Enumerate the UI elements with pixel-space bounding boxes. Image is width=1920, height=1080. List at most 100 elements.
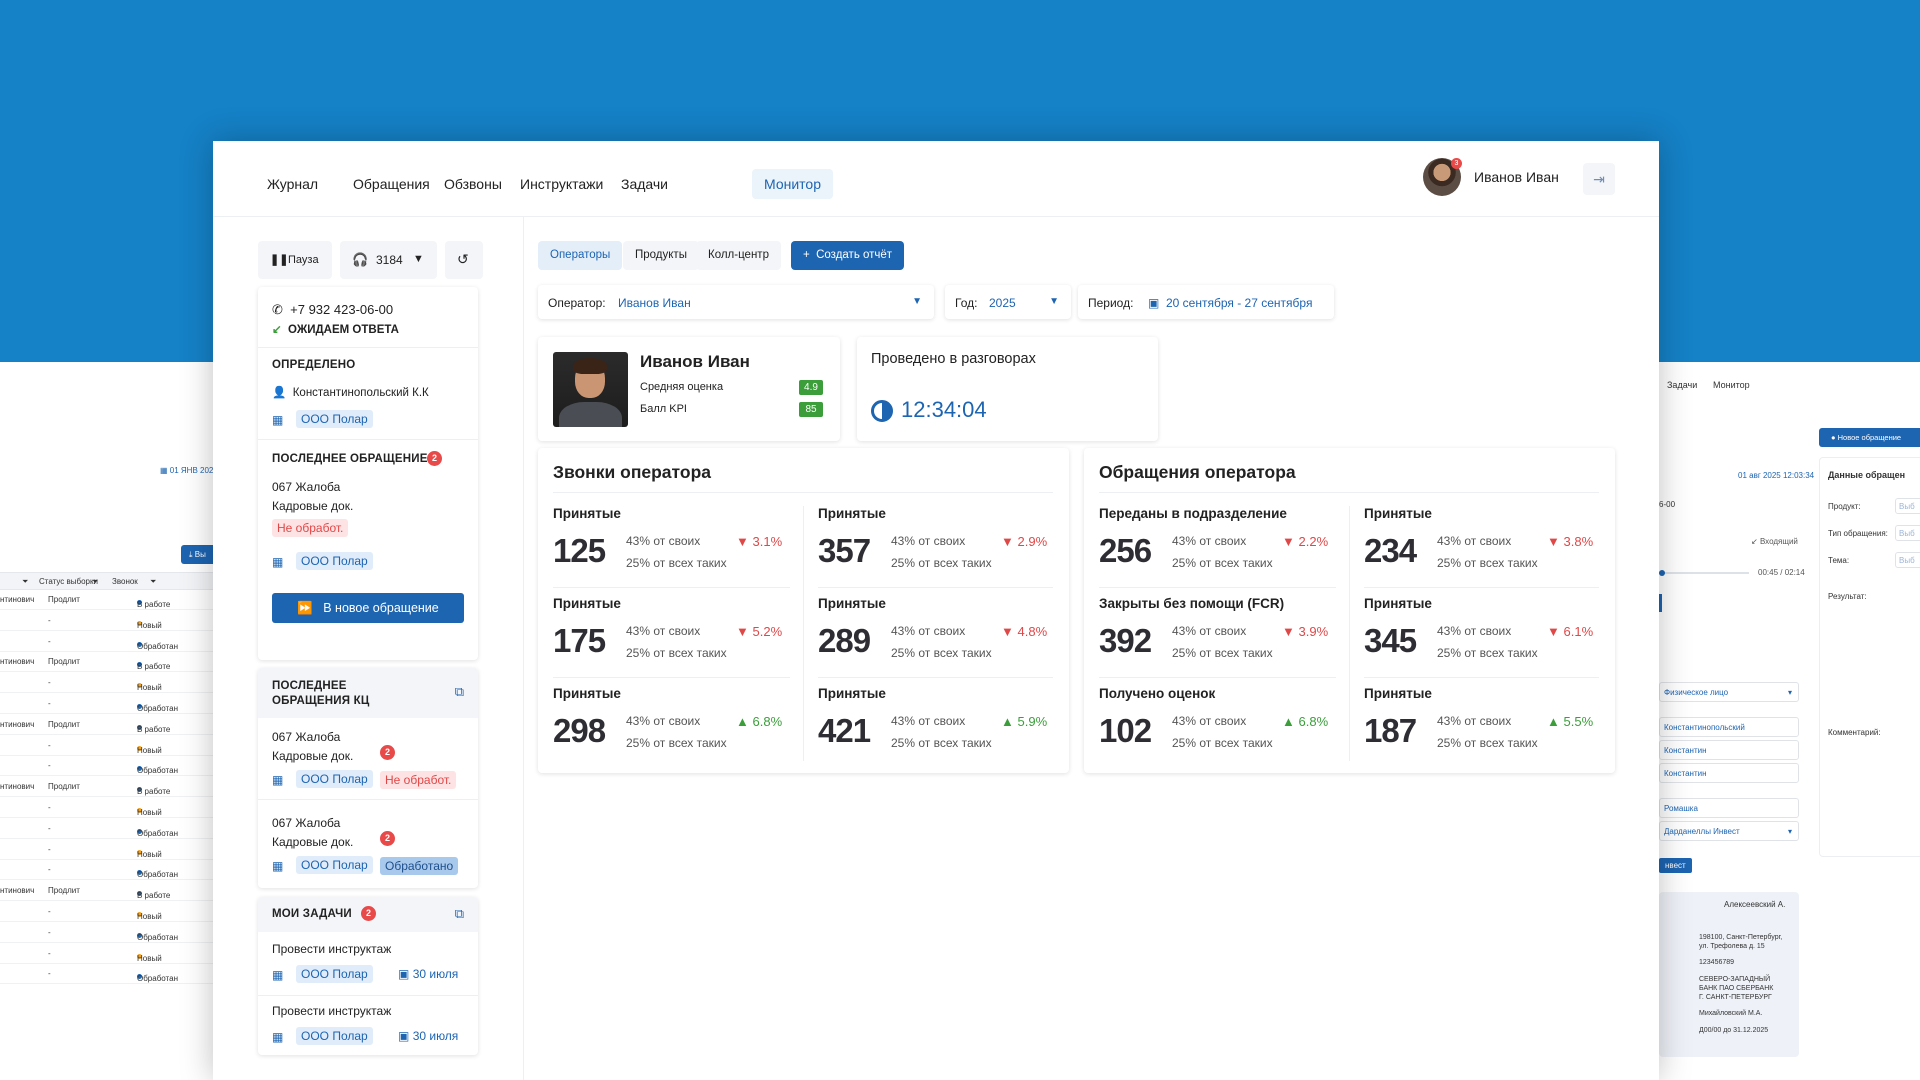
bg-cell-call-text: В работе [137,662,171,672]
company-tag[interactable]: ООО Полар [296,552,373,570]
company-tag[interactable]: ООО Полар [296,965,373,983]
bg-cell-status: Продлит [48,782,80,792]
nav-tasks[interactable]: Задачи [621,176,669,192]
plus-icon: + [803,249,810,261]
bg-cell-name: нтинович [0,719,35,729]
stat-change: ▼ 6.1% [1547,624,1593,639]
line-selector[interactable]: 🎧 3184 ▼ [340,241,437,279]
arrow-up-icon: ▲ [1282,714,1295,729]
stat-tile: Принятые 357 43% от своих 25% от всех таких… [818,506,1068,586]
nav-monitor[interactable]: Монитор [752,169,833,199]
status-dot [137,600,142,605]
tab-products[interactable]: Продукты [623,241,699,270]
phone-icon: ✆ [272,302,283,317]
bg-cell-call-text: Новый [137,808,162,817]
company-tag[interactable]: ООО Полар [296,1027,373,1045]
stat-value: 256 [1099,532,1152,569]
stat-label: Принятые [553,506,621,521]
bg-input-firstname: Константин [1659,740,1799,760]
company-tag[interactable]: ООО Полар [296,770,373,788]
stat-label: Принятые [818,506,886,521]
new-request-label: В новое обращение [323,601,439,615]
bg-new-request-label: Новое обращение [1837,433,1902,442]
stat-share-own: 43% от своих [1437,624,1512,638]
external-link-icon[interactable]: ⧉ [454,684,464,699]
arrow-down-icon: ▼ [1001,624,1014,639]
period-picker[interactable]: Период: ▣ 20 сентября - 27 сентября [1078,285,1334,319]
task-title[interactable]: Провести инструктаж [272,942,392,956]
bg-card-line: 123456789 [1699,959,1735,966]
building-icon: ▦ [272,413,284,427]
stat-share-all: 25% от всех таких [891,646,992,660]
stat-change: ▼ 4.8% [1001,624,1047,639]
nav-briefings[interactable]: Инструктажи [520,176,604,192]
company-tag[interactable]: ООО Полар [296,410,373,428]
bg-org-card: Алексеевский А. 198100, Санкт-Петербург,… [1659,892,1799,1057]
bg-table-row: - Обработан [0,819,213,839]
kc-item-line1: 067 Жалоба [272,730,341,744]
user-name[interactable]: Иванов Иван [1474,169,1559,185]
stat-change-value: 4.8% [1017,624,1048,639]
status-dot [137,912,142,917]
building-icon: ▦ [272,1030,284,1044]
stat-tile: Принятые 421 43% от своих 25% от всех таких… [818,686,1068,766]
stat-change: ▲ 5.5% [1547,714,1593,729]
stat-change: ▼ 2.9% [1001,534,1047,549]
calls-title: Звонки оператора [553,462,711,482]
status-badge: Обработано [380,857,459,875]
nav-requests[interactable]: Обращения [353,176,430,192]
bg-card-line: Михайловский М.А. [1699,1010,1763,1017]
history-button[interactable]: ↺ [445,241,483,279]
nav-journal[interactable]: Журнал [267,176,319,192]
bg-table-row: нтинович Продлит В работе [0,777,213,798]
bg-table-row: - Обработан [0,694,213,714]
company-tag[interactable]: ООО Полар [296,856,373,874]
task-date: ▣ 30 июля [398,967,458,981]
operator-select[interactable]: Оператор: Иванов Иван ▼ [538,285,934,319]
last-kc-title-2: ОБРАЩЕНИЯ КЦ [272,695,370,707]
create-report-button[interactable]: + Создать отчёт [791,241,905,270]
tab-callcenter[interactable]: Колл-центр [696,241,781,270]
task-date-text: 30 июля [412,967,459,981]
bg-blue-marker [1659,594,1662,612]
stat-label: Принятые [1364,596,1432,611]
nav-calls[interactable]: Обзвоны [444,176,502,192]
logout-button[interactable]: ⇥ [1583,163,1615,195]
bg-cell-call-text: В работе [137,787,171,797]
history-icon: ↺ [457,251,469,267]
bg-new-request-button: ● Новое обращение [1819,428,1920,447]
last-request-count: 2 [427,451,442,466]
bg-card-line: СЕВЕРО-ЗАПАДНЫЙ [1699,976,1771,983]
bg-product-select: Выб [1895,498,1920,514]
chevron-down-icon: ▼ [413,253,424,265]
pause-button[interactable]: ❚❚ Пауза [258,241,332,279]
bg-table-row: - Обработан [0,860,213,881]
bg-card-line: 198100, Санкт-Петербург, [1699,934,1783,941]
stat-label: Принятые [818,596,886,611]
stat-change: ▼ 3.1% [736,534,782,549]
bg-input-company: Ромашка [1659,798,1799,818]
stat-value: 187 [1364,712,1417,749]
operator-calls-card: Звонки оператора Принятые 125 43% от своих… [538,448,1069,773]
stat-value: 421 [818,712,871,749]
stat-change-value: 5.5% [1563,714,1594,729]
stat-label: Принятые [1364,506,1432,521]
bg-card-line: БАНК ПАО СБЕРБАНК [1699,985,1774,992]
bg-incoming: ↙ Входящий [1751,537,1798,546]
avg-score-label: Средняя оценка [640,381,724,393]
arrow-down-icon: ▼ [736,624,749,639]
new-request-button[interactable]: ⏩ В новое обращение [272,593,464,623]
external-link-icon[interactable]: ⧉ [454,906,464,921]
building-icon: ▦ [272,859,284,873]
status-dot [137,641,142,647]
stat-share-own: 43% от своих [891,624,966,638]
status-dot [137,745,142,751]
stat-change: ▼ 5.2% [736,624,782,639]
task-title[interactable]: Провести инструктаж [272,1004,392,1018]
stat-tile: Получено оценок 102 43% от своих 25% от все… [1099,686,1349,766]
year-select[interactable]: Год: 2025 ▼ [945,285,1071,319]
arrow-up-icon: ▲ [1001,714,1014,729]
company-name: ООО Полар [296,770,373,788]
my-tasks-title: МОИ ЗАДАЧИ [272,908,352,920]
tab-operators[interactable]: Операторы [538,241,623,270]
